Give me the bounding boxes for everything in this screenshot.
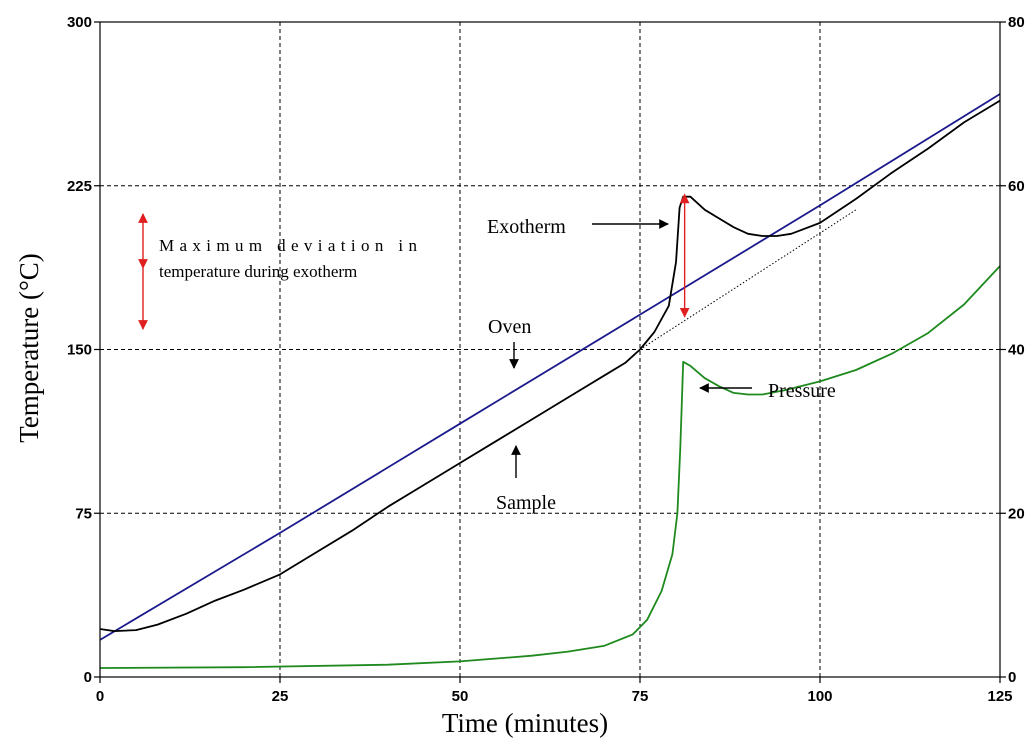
- y-right-tick-label-2: 40: [1008, 342, 1025, 359]
- oven-label: Oven: [488, 316, 531, 338]
- grid-lines: [100, 22, 1000, 677]
- y-tick-label-2: 150: [67, 342, 92, 359]
- y-tick-label-0: 0: [84, 669, 92, 686]
- exotherm-label: Exotherm: [487, 216, 566, 238]
- y-right-tick-label-1: 20: [1008, 505, 1025, 522]
- pressure-label: Pressure: [768, 380, 836, 402]
- x-tick-label-5: 125: [987, 688, 1012, 705]
- annotations: Exotherm Oven Sample Pressure Maximum deviat…: [138, 193, 836, 514]
- y-tick-label-4: 300: [67, 14, 92, 31]
- y-right-tick-label-0: 0: [1008, 669, 1016, 686]
- y-axis-title: Temperature (°C): [14, 253, 44, 443]
- x-tick-label-0: 0: [96, 688, 104, 705]
- deviation-note-line2: temperature during exotherm: [159, 262, 357, 281]
- x-tick-label-4: 100: [807, 688, 832, 705]
- baseline-extrapolation-line: [639, 209, 857, 350]
- deviation-note-line1: Maximum deviation in: [159, 236, 417, 255]
- x-tick-label-2: 50: [452, 688, 469, 705]
- axis-ticks: 0 25 50 75 100 125 0 75 150 225 300 0 20 40 60 80: [67, 14, 1025, 705]
- y-right-tick-label-3: 60: [1008, 178, 1025, 195]
- sample-line: [99, 99, 1001, 632]
- y-tick-label-1: 75: [75, 505, 92, 522]
- series-lines: [99, 93, 1001, 669]
- pressure-line: [99, 265, 1001, 669]
- x-tick-label-3: 75: [632, 688, 649, 705]
- x-tick-label-1: 25: [272, 688, 289, 705]
- y-right-tick-label-4: 80: [1008, 14, 1025, 31]
- y-tick-label-3: 225: [67, 178, 92, 195]
- x-axis-title: Time (minutes): [442, 708, 608, 738]
- oven-line: [99, 93, 1001, 641]
- sample-label: Sample: [496, 492, 556, 514]
